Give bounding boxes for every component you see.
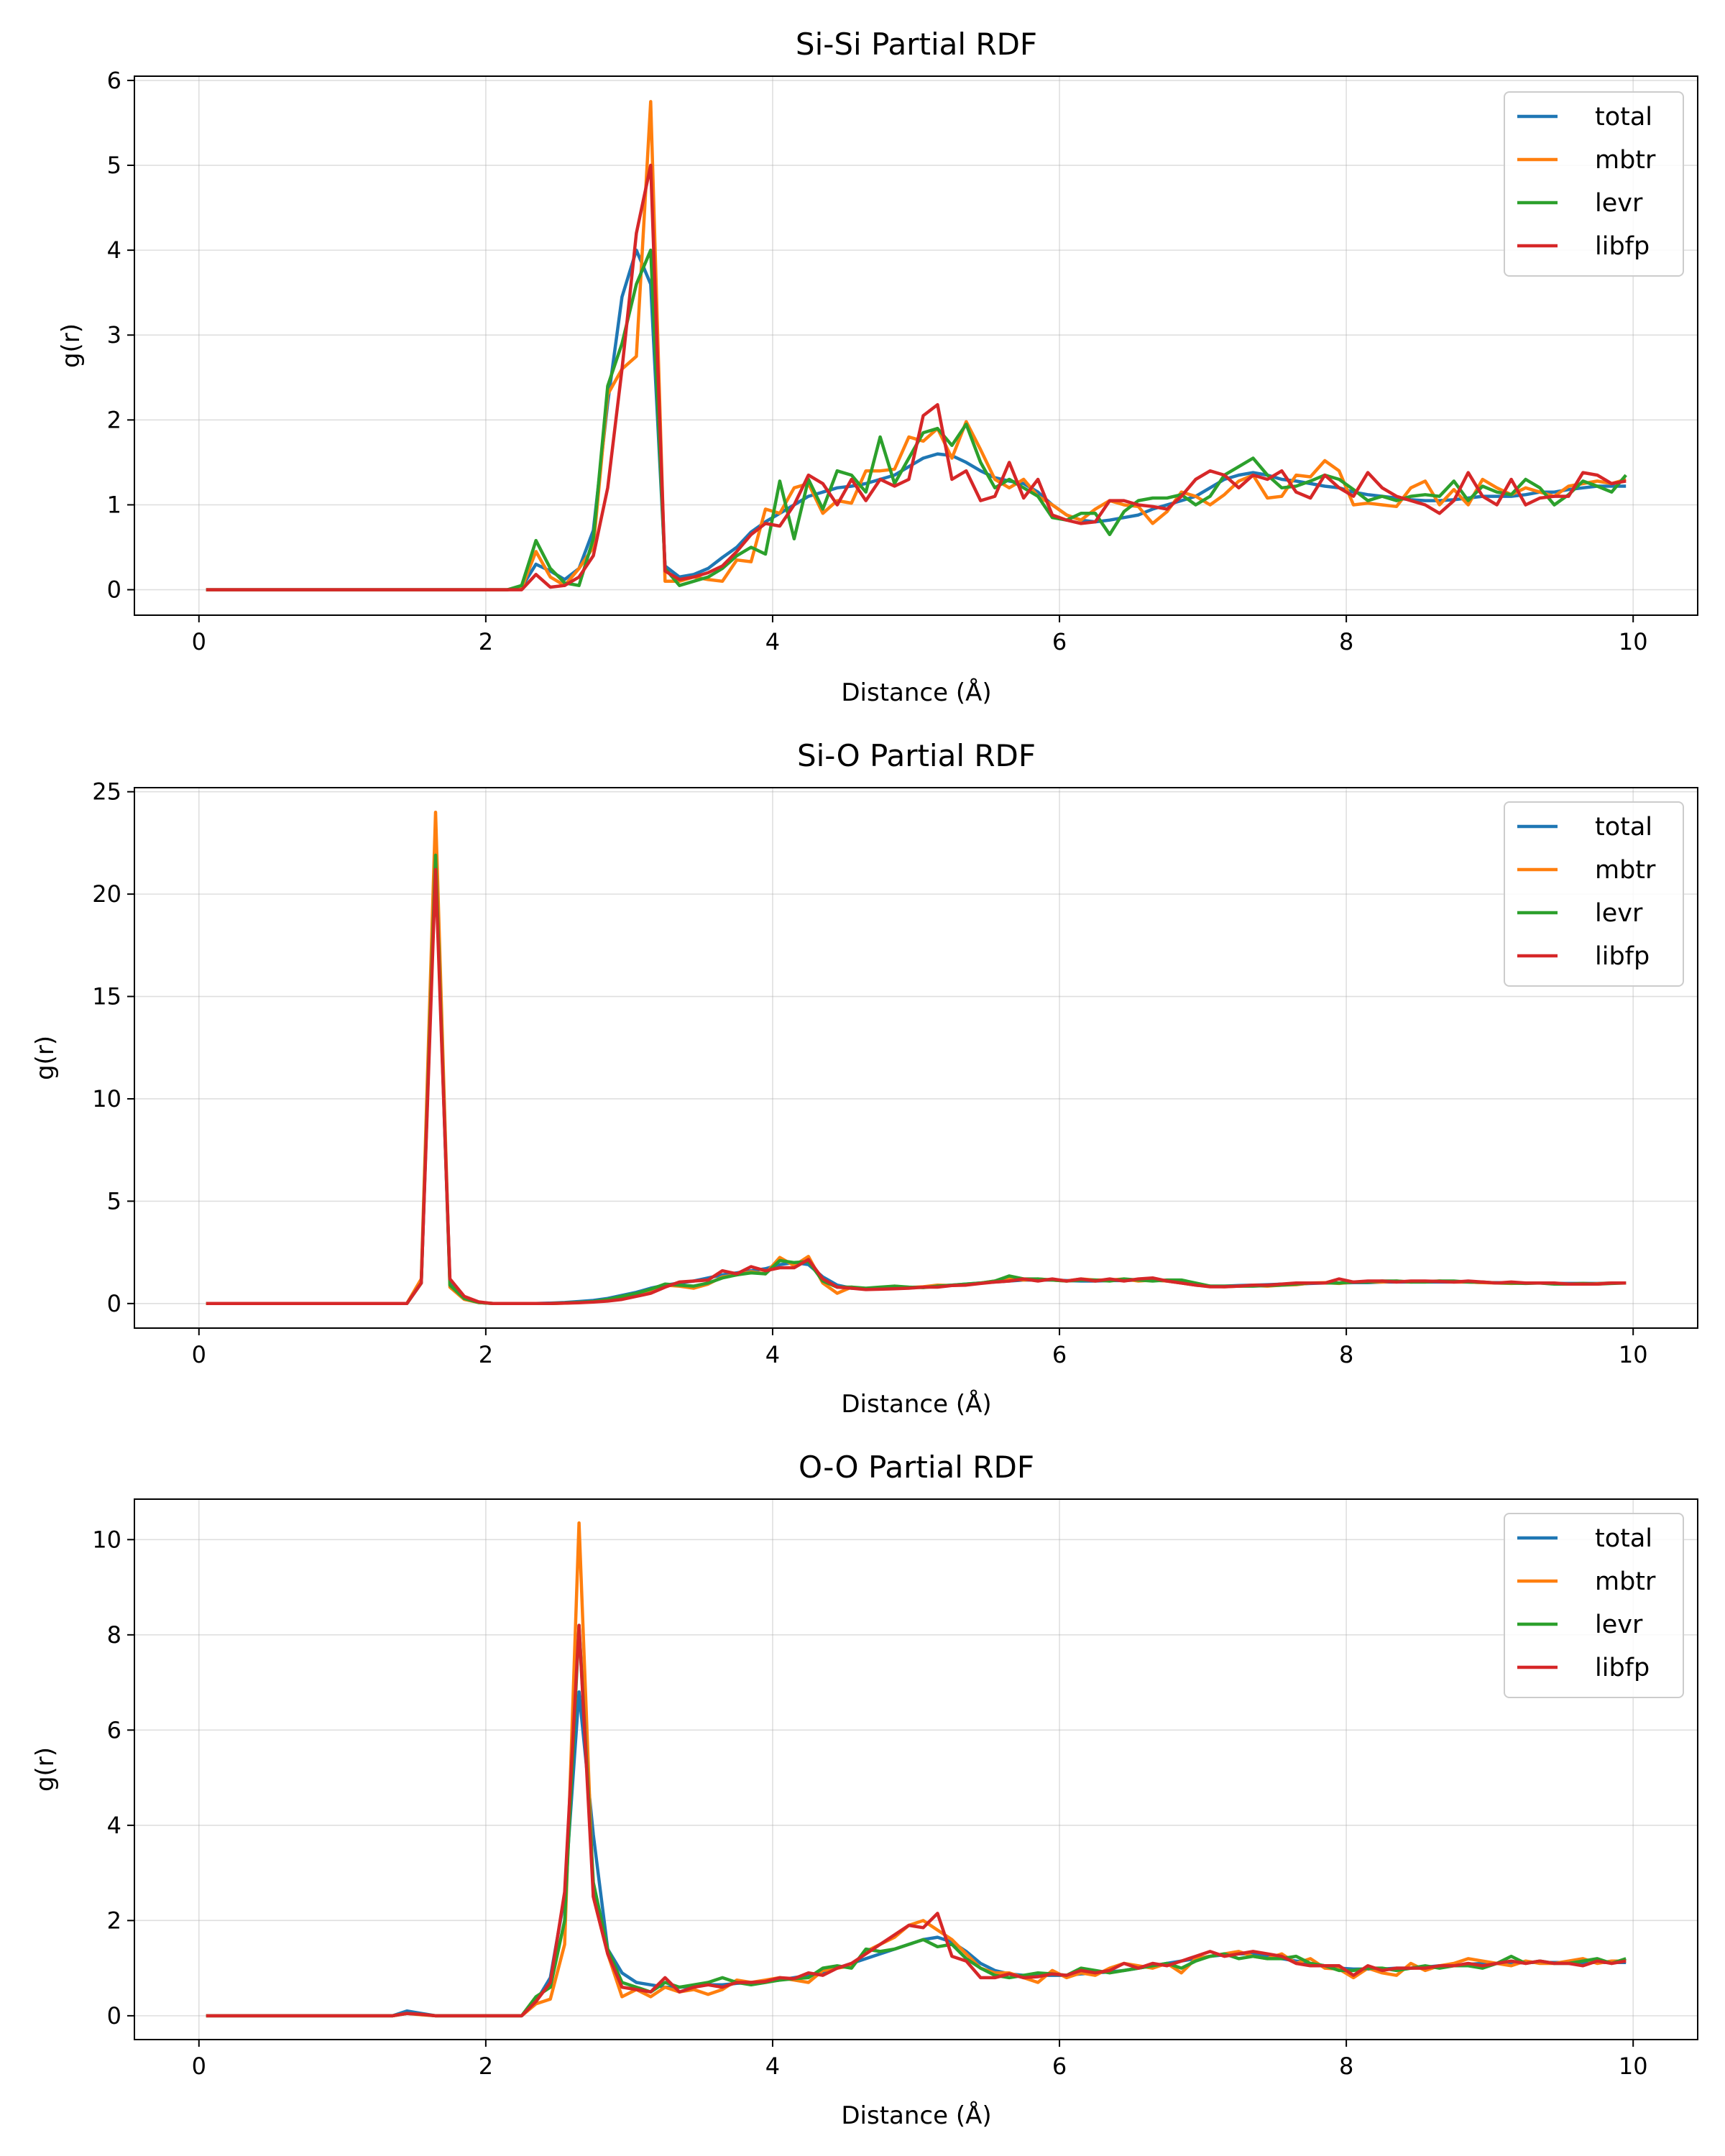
x-tick-label: 0 [192, 1341, 206, 1368]
chart-o-o-rdf: O-O Partial RDF 0 2 4 6 8 10 0 2 4 6 8 10 Distance … [31, 1450, 1698, 2130]
y-tick-label: 0 [107, 576, 121, 604]
legend-label-total: total [1595, 103, 1652, 132]
y-axis-label: g(r) [31, 1747, 60, 1792]
x-tick-label: 10 [1619, 628, 1648, 655]
y-tick-label: 1 [107, 491, 121, 518]
legend-frame [1504, 91, 1684, 277]
plot-frame [134, 75, 1698, 616]
y-tick-label: 5 [107, 1187, 121, 1215]
axis-ticks: 0 2 4 6 8 10 0 5 10 15 20 25 [92, 778, 1647, 1368]
grid [134, 76, 1698, 615]
legend-label-libfp: libfp [1595, 942, 1650, 971]
y-tick-label: 0 [107, 2002, 121, 2030]
y-tick-label: 3 [107, 321, 121, 349]
legend-label-total: total [1595, 1524, 1652, 1553]
x-tick-label: 4 [765, 628, 780, 655]
x-tick-label: 0 [192, 628, 206, 655]
legend-frame [1504, 1513, 1684, 1698]
x-tick-label: 6 [1052, 1341, 1067, 1368]
x-tick-label: 8 [1339, 628, 1353, 655]
legend-label-levr: levr [1595, 899, 1643, 928]
y-tick-label: 4 [107, 236, 121, 264]
legend-label-mbtr: mbtr [1595, 1567, 1656, 1596]
series-lines [206, 100, 1627, 591]
x-tick-label: 2 [479, 1341, 493, 1368]
y-tick-label: 2 [107, 1907, 121, 1934]
y-tick-label: 6 [107, 67, 121, 94]
legend-label-levr: levr [1595, 189, 1643, 218]
chart-title: Si-O Partial RDF [797, 738, 1036, 773]
x-tick-label: 4 [765, 1341, 780, 1368]
x-tick-label: 6 [1052, 2053, 1067, 2080]
x-axis-label: Distance (Å) [841, 2101, 991, 2130]
y-tick-label: 10 [92, 1085, 121, 1112]
x-tick-label: 4 [765, 2053, 780, 2080]
legend-label-libfp: libfp [1595, 1654, 1650, 1682]
y-tick-label: 8 [107, 1621, 121, 1649]
legend-frame [1504, 801, 1684, 987]
x-tick-label: 0 [192, 2053, 206, 2080]
y-tick-label: 20 [92, 880, 121, 908]
x-tick-label: 2 [479, 628, 493, 655]
legend: total mbtr levr libfp [1504, 1513, 1684, 1698]
y-axis-label: g(r) [57, 323, 86, 368]
axis-ticks: 0 2 4 6 8 10 0 2 4 6 8 10 [92, 1526, 1647, 2080]
series-line-libfp [206, 1623, 1627, 2018]
legend-label-mbtr: mbtr [1595, 856, 1656, 885]
y-axis-label: g(r) [31, 1036, 60, 1080]
series-lines [206, 810, 1627, 1306]
x-tick-label: 10 [1619, 1341, 1648, 1368]
legend-label-levr: levr [1595, 1611, 1643, 1639]
x-axis-label: Distance (Å) [841, 678, 991, 707]
axis-ticks: 0 2 4 6 8 10 0 1 2 3 4 5 6 [107, 67, 1648, 655]
y-tick-label: 2 [107, 406, 121, 433]
legend: total mbtr levr libfp [1504, 91, 1684, 277]
series-line-libfp [206, 163, 1627, 591]
y-tick-label: 4 [107, 1812, 121, 1839]
y-tick-label: 10 [92, 1526, 121, 1553]
y-tick-label: 6 [107, 1716, 121, 1743]
x-tick-label: 6 [1052, 628, 1067, 655]
series-lines [206, 1521, 1627, 2018]
y-tick-label: 15 [92, 983, 121, 1010]
chart-title: O-O Partial RDF [799, 1450, 1034, 1485]
chart-title: Si-Si Partial RDF [796, 27, 1037, 62]
series-line-libfp [206, 867, 1627, 1306]
x-axis-label: Distance (Å) [841, 1389, 991, 1419]
y-tick-label: 0 [107, 1290, 121, 1317]
plot-frame [134, 787, 1698, 1329]
chart-si-o-rdf: Si-O Partial RDF 0 2 4 6 8 10 0 5 10 15 20 25 Dista… [31, 738, 1698, 1419]
chart-si-si-rdf: Si-Si Partial RDF 0 2 4 6 8 10 0 1 2 3 4 5 6 Distanc… [57, 27, 1698, 707]
plot-frame [134, 1498, 1698, 2040]
x-tick-label: 8 [1339, 1341, 1353, 1368]
legend: total mbtr levr libfp [1504, 801, 1684, 987]
x-tick-label: 8 [1339, 2053, 1353, 2080]
x-tick-label: 10 [1619, 2053, 1648, 2080]
legend-label-mbtr: mbtr [1595, 146, 1656, 175]
x-tick-label: 2 [479, 2053, 493, 2080]
legend-label-total: total [1595, 813, 1652, 842]
grid [134, 788, 1698, 1328]
legend-label-libfp: libfp [1595, 232, 1650, 261]
y-tick-label: 25 [92, 778, 121, 806]
y-tick-label: 5 [107, 152, 121, 179]
